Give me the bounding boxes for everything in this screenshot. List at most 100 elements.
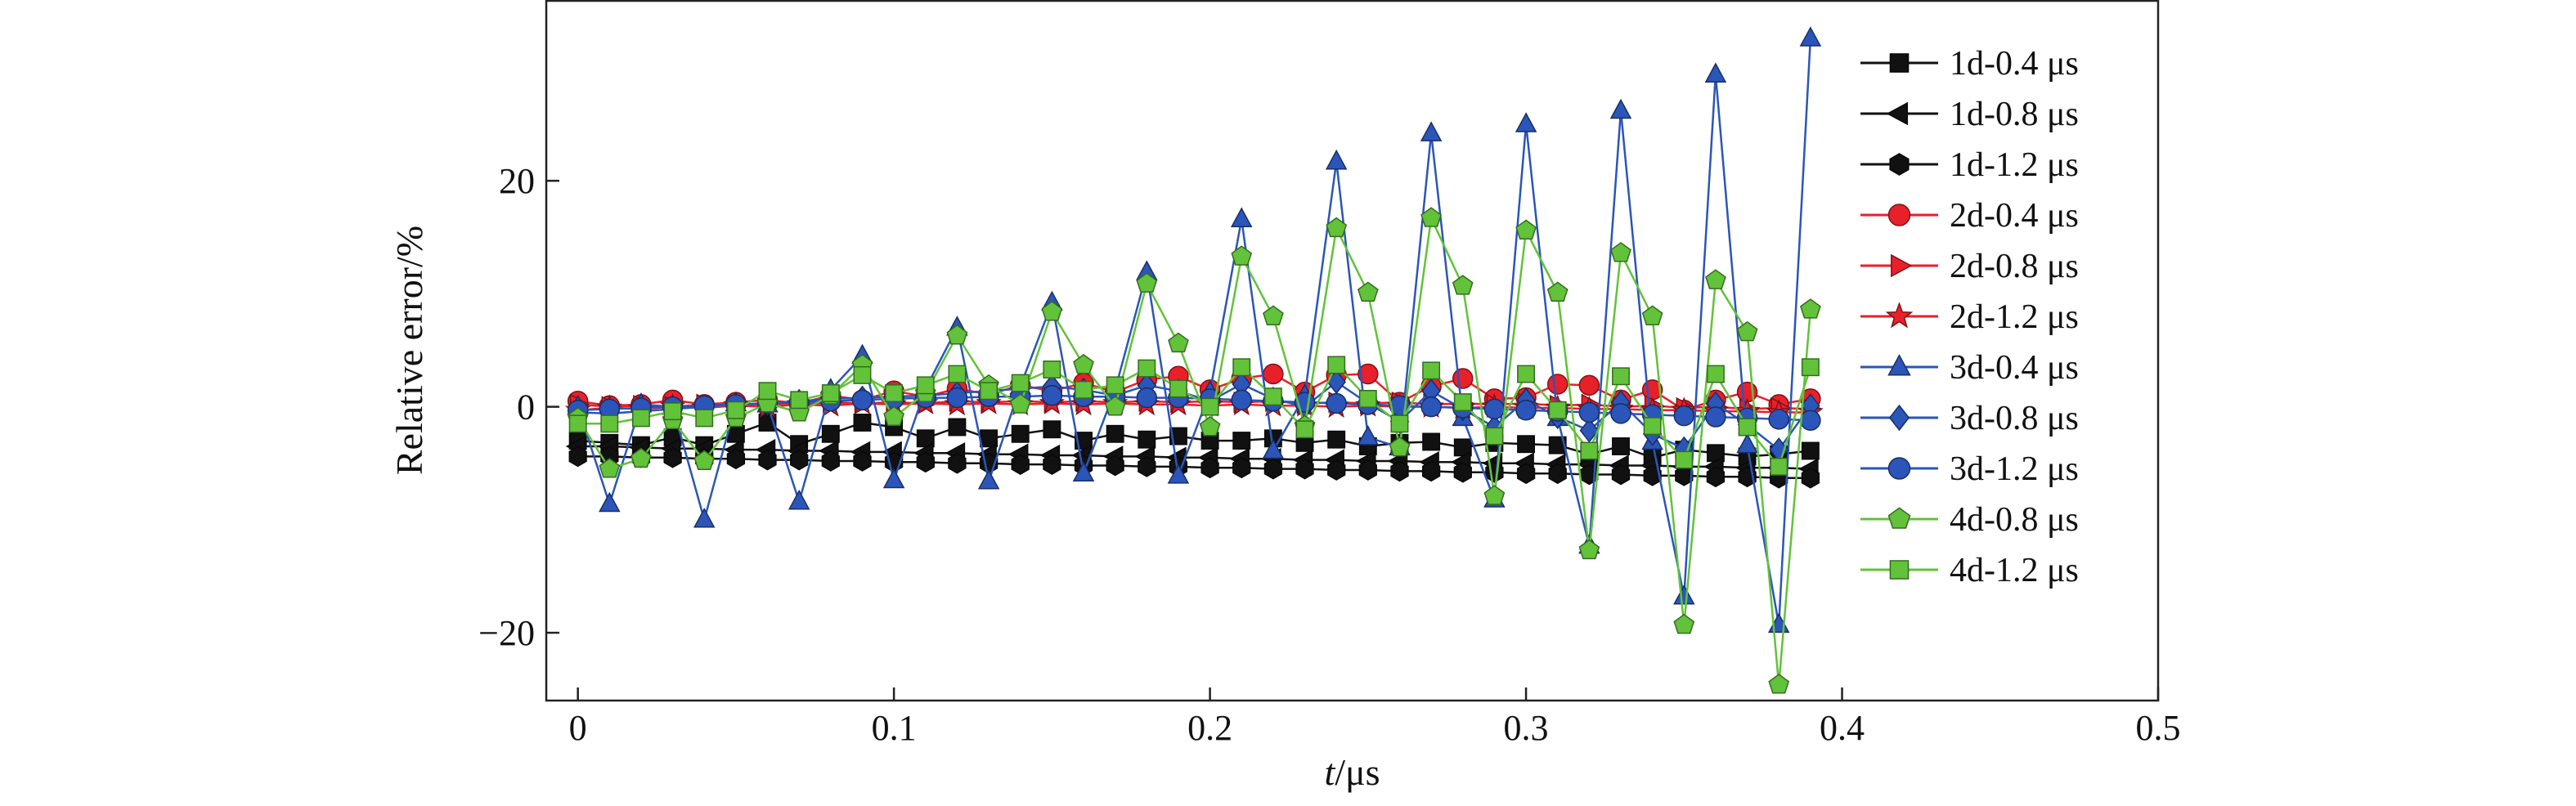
legend-item: 2d-1.2 μs (1860, 298, 2079, 336)
x-tick-label: 0.4 (1820, 708, 1865, 748)
data-point-4d-1-2-us (790, 391, 809, 410)
data-point-3d-0-4-us (693, 508, 716, 528)
x-tick-label: 0.3 (1504, 708, 1549, 748)
data-point-3d-0-8-us (1579, 418, 1600, 443)
data-point-1d-0-4-us (980, 429, 999, 448)
data-point-3d-0-4-us (1799, 26, 1822, 47)
data-point-1d-0-4-us (1011, 424, 1030, 443)
data-point-4d-1-2-us (1263, 387, 1282, 406)
data-point-1d-0-4-us (1232, 432, 1251, 450)
data-point-4d-1-2-us (1169, 379, 1187, 398)
data-point-4d-1-2-us (1390, 414, 1409, 433)
data-point-3d-0-4-us (1420, 121, 1443, 141)
data-point-4d-1-2-us (1706, 365, 1725, 383)
data-point-4d-1-2-us (1358, 389, 1377, 408)
data-point-1d-0-4-us (1612, 437, 1630, 455)
series-line-1d-0-4-us (577, 421, 1811, 459)
data-point-4d-1-2-us (821, 384, 840, 402)
data-point-3d-1-2-us (851, 389, 873, 411)
data-point-4d-1-2-us (1295, 420, 1314, 439)
data-point-4d-0-8-us (599, 458, 621, 478)
legend-marker (1887, 354, 1911, 376)
data-point-4d-0-8-us (1546, 281, 1568, 302)
x-axis-title-variable: t (1324, 751, 1335, 793)
legend-label: 1d-1.2 μs (1950, 146, 2079, 184)
plot-frame (545, 0, 2160, 702)
data-point-2d-0-4-us (1578, 374, 1600, 396)
legend-marker (1887, 204, 1911, 226)
data-point-3d-0-4-us (788, 489, 810, 510)
data-point-3d-1-2-us (1041, 385, 1063, 406)
data-point-1d-0-4-us (1801, 441, 1820, 460)
series-1d-1-2-us (568, 446, 1820, 489)
data-point-3d-1-2-us (1768, 409, 1789, 430)
y-tick-label: 20 (499, 161, 535, 201)
data-point-4d-0-8-us (1168, 332, 1189, 353)
data-point-4d-1-2-us (1675, 450, 1694, 469)
data-point-3d-1-2-us (1673, 405, 1695, 427)
data-point-4d-1-2-us (695, 409, 714, 428)
data-point-1d-1-2-us (1106, 454, 1124, 477)
data-point-3d-1-2-us (1136, 387, 1158, 409)
series-4d-1-2-us (568, 356, 1820, 476)
legend-marker (1889, 560, 1910, 580)
legend-item: 4d-1.2 μs (1860, 552, 2079, 589)
legend-item: 4d-0.8 μs (1860, 501, 2079, 539)
legend-marker (1887, 457, 1911, 480)
data-point-4d-1-2-us (758, 382, 777, 401)
data-point-1d-1-2-us (1295, 458, 1314, 480)
data-point-4d-1-2-us (1327, 356, 1346, 374)
data-point-1d-1-2-us (1801, 467, 1820, 489)
legend-label: 4d-1.2 μs (1950, 552, 2079, 589)
data-point-4d-0-8-us (1136, 272, 1158, 293)
data-point-1d-1-2-us (1232, 457, 1251, 479)
data-point-4d-1-2-us (1043, 360, 1061, 378)
data-point-1d-1-2-us (1138, 456, 1156, 477)
legend-label: 2d-0.4 μs (1950, 197, 2079, 235)
data-point-4d-0-8-us (1357, 281, 1379, 302)
x-axis-title: t/μs (1324, 751, 1380, 793)
series-layer (564, 26, 1824, 694)
data-point-1d-0-4-us (853, 414, 872, 432)
data-point-3d-0-4-us (1230, 207, 1253, 227)
legend-item: 1d-1.2 μs (1860, 146, 2079, 184)
y-tick-label: 0 (517, 387, 535, 428)
data-point-4d-0-8-us (1515, 219, 1537, 240)
data-point-4d-0-8-us (1578, 539, 1600, 560)
legend: 1d-0.4 μs 1d-0.8 μs 1d-1.2 μs 2d-0.4 μs 2d-0… (1860, 45, 2079, 589)
data-point-1d-1-2-us (1516, 463, 1536, 485)
legend-label: 3d-1.2 μs (1950, 450, 2079, 488)
data-point-1d-1-2-us (853, 450, 872, 472)
legend-item: 3d-0.8 μs (1860, 400, 2079, 437)
data-point-4d-1-2-us (1422, 361, 1441, 380)
data-point-1d-0-4-us (948, 418, 967, 437)
data-point-3d-0-4-us (1704, 62, 1727, 83)
data-point-4d-0-8-us (1199, 415, 1221, 437)
data-point-4d-1-2-us (1612, 367, 1630, 386)
x-tick-label: 0.2 (1187, 708, 1232, 748)
legend-marker (1891, 253, 1913, 278)
data-point-1d-1-2-us (1611, 463, 1631, 486)
data-point-4d-0-8-us (1641, 305, 1663, 325)
data-point-4d-1-2-us (1770, 457, 1788, 476)
data-point-4d-1-2-us (1580, 441, 1599, 460)
data-point-4d-0-8-us (1705, 269, 1726, 289)
data-point-1d-1-2-us (1200, 457, 1219, 479)
data-point-4d-0-8-us (1610, 242, 1631, 262)
data-point-4d-0-8-us (1483, 485, 1506, 505)
legend-item: 3d-0.4 μs (1860, 349, 2079, 387)
data-point-2d-0-4-us (1358, 363, 1379, 385)
data-point-3d-0-4-us (977, 469, 1000, 490)
data-point-1d-1-2-us (1548, 463, 1567, 485)
y-axis-title: Relative error/% (388, 226, 430, 475)
data-point-1d-1-2-us (758, 449, 777, 471)
data-point-4d-0-8-us (1736, 320, 1758, 342)
data-point-1d-1-2-us (916, 451, 935, 473)
data-point-4d-0-8-us (1009, 393, 1031, 414)
legend-marker (1889, 53, 1910, 73)
data-point-2d-0-4-us (1546, 374, 1568, 395)
data-point-1d-1-2-us (663, 446, 682, 468)
data-point-1d-1-2-us (821, 450, 840, 472)
data-point-3d-0-4-us (1609, 98, 1632, 119)
